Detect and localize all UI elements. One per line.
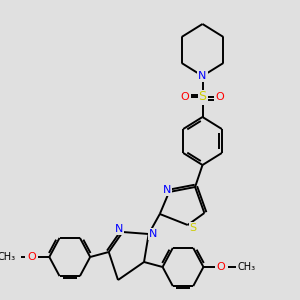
Text: CH₃: CH₃ xyxy=(0,252,16,262)
Text: CH₃: CH₃ xyxy=(237,262,255,272)
Text: O: O xyxy=(181,92,189,102)
Text: S: S xyxy=(190,223,197,233)
Text: N: N xyxy=(115,224,123,234)
Text: N: N xyxy=(198,71,207,81)
Text: S: S xyxy=(199,91,206,103)
Text: N: N xyxy=(149,229,158,239)
Text: O: O xyxy=(217,262,226,272)
Text: N: N xyxy=(163,185,171,195)
Text: O: O xyxy=(27,252,36,262)
Text: O: O xyxy=(216,92,224,102)
